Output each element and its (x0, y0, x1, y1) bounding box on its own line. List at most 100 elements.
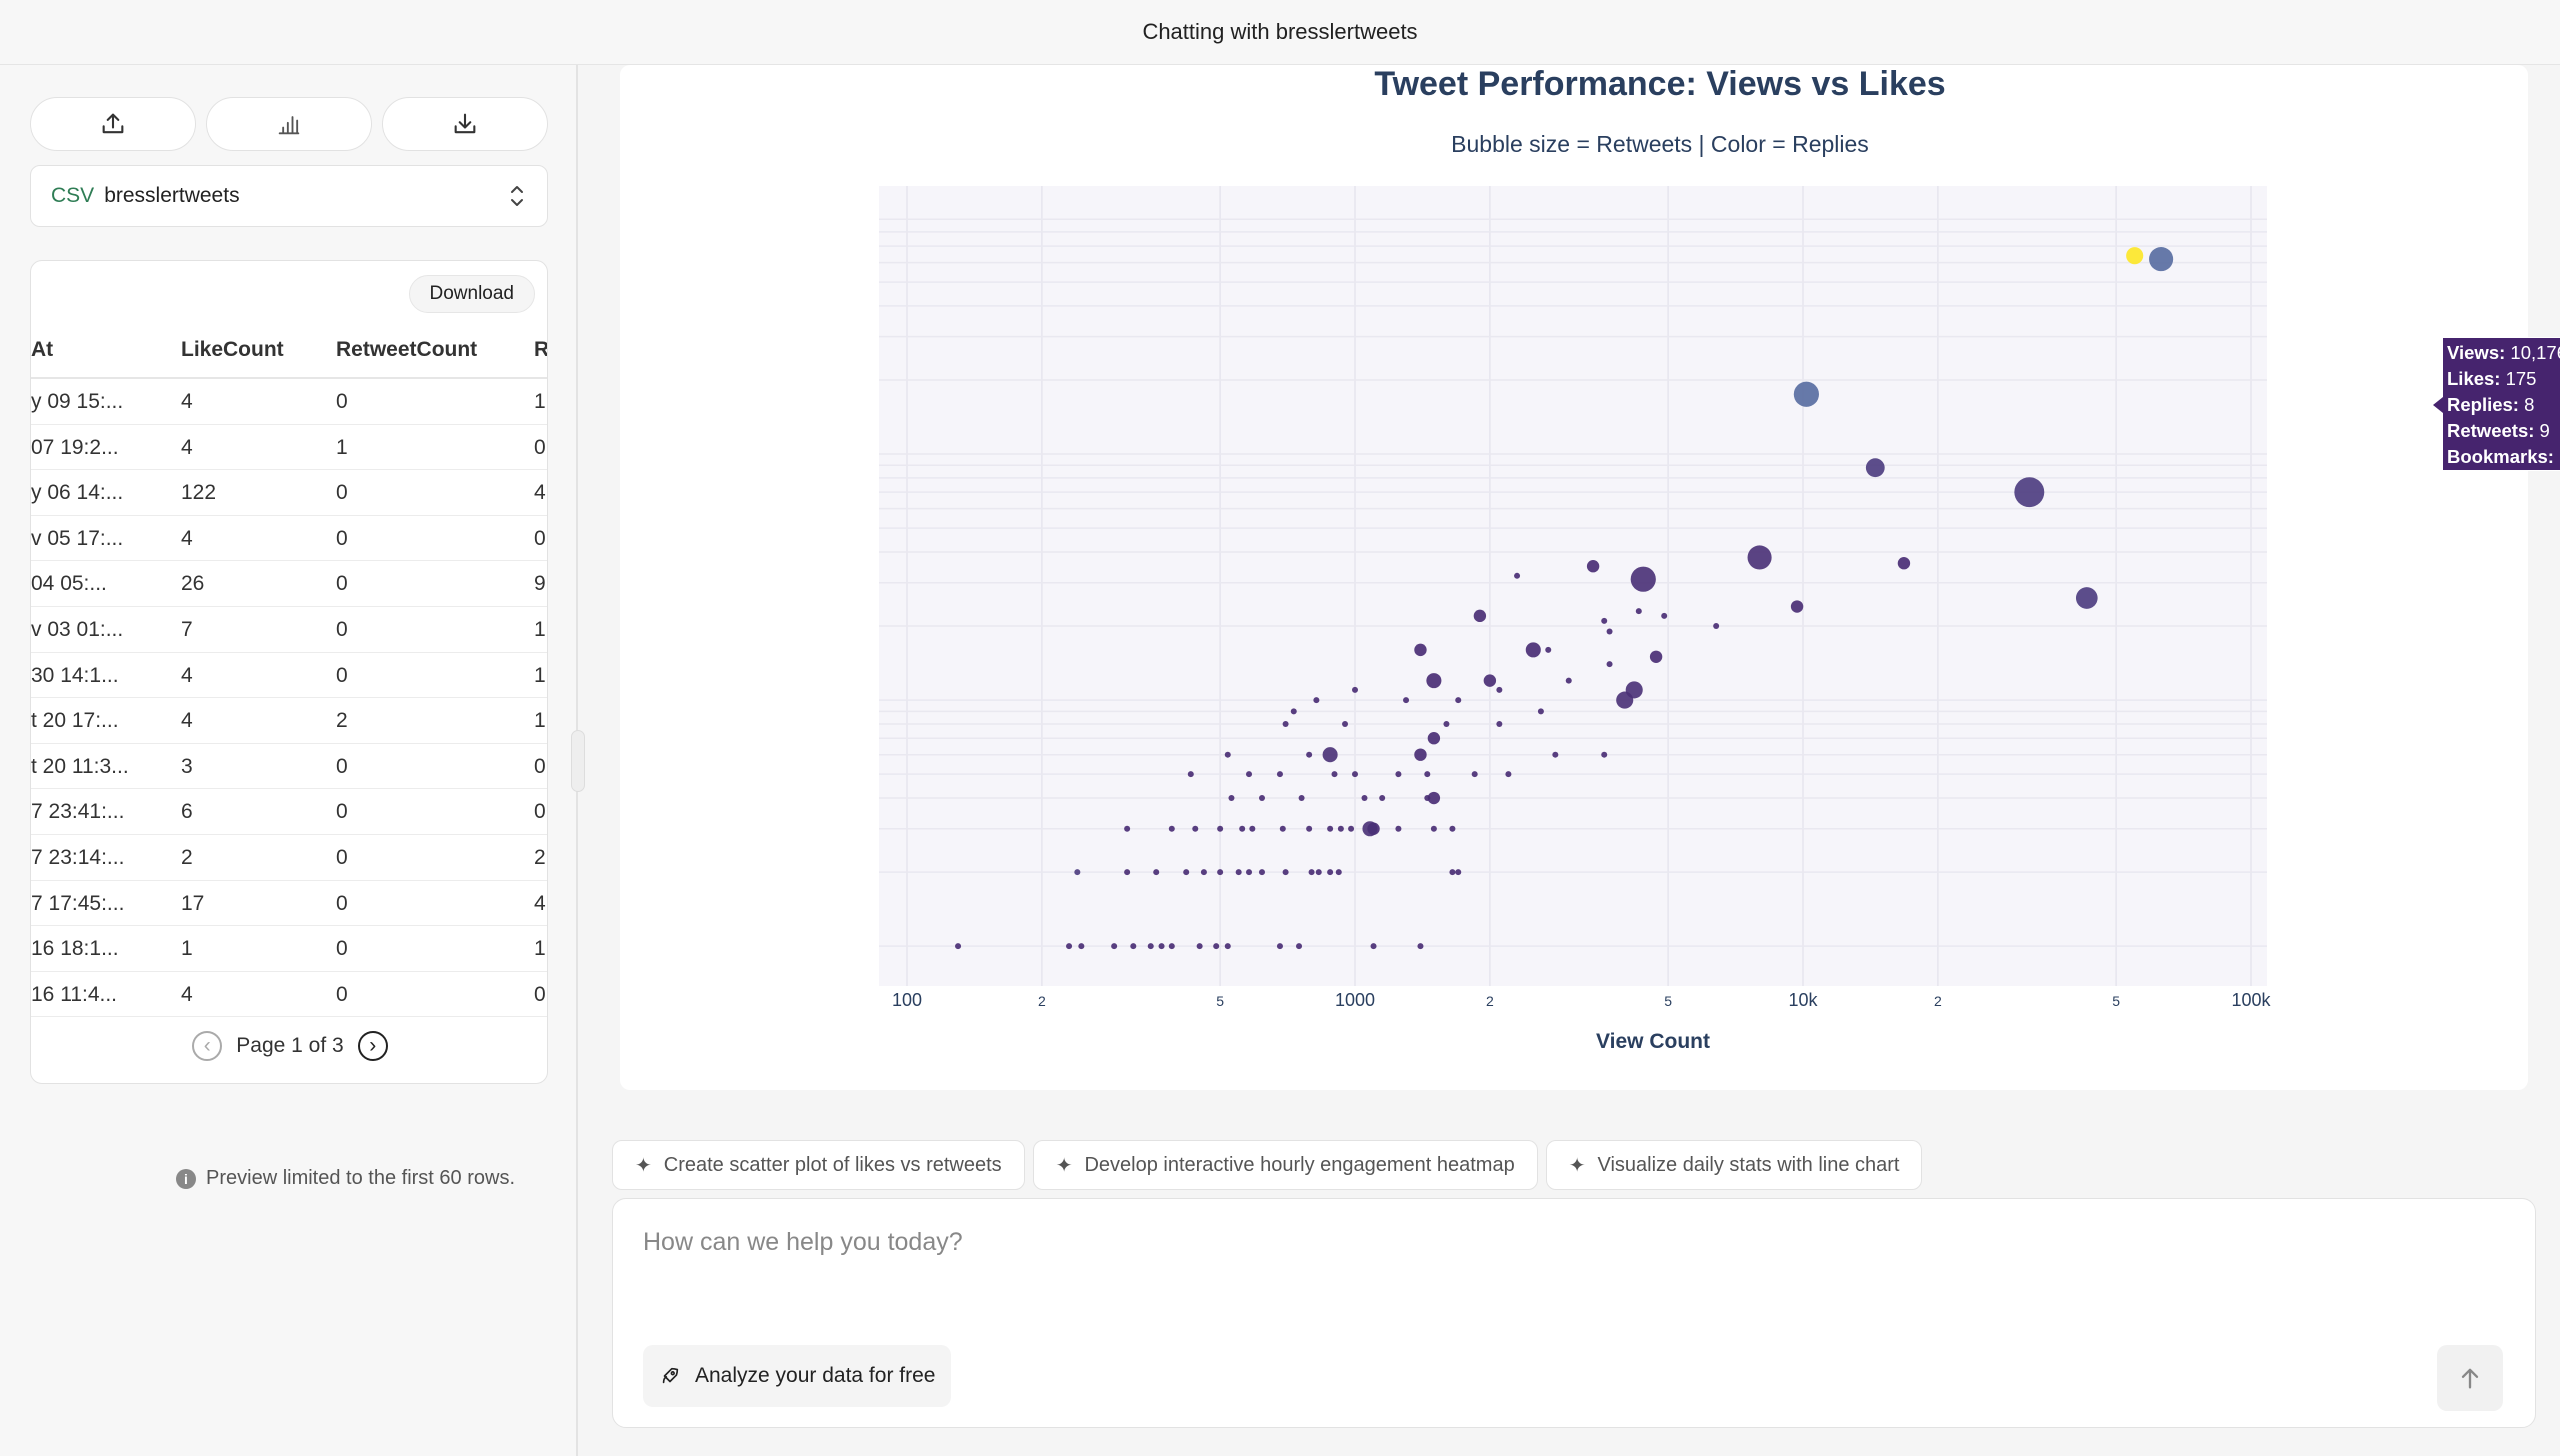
data-point[interactable] (2149, 247, 2174, 272)
data-point[interactable] (1111, 943, 1118, 950)
data-point[interactable] (1074, 869, 1081, 876)
data-point[interactable] (1322, 747, 1338, 763)
data-point[interactable] (2075, 587, 2098, 609)
data-point[interactable] (1427, 791, 1441, 805)
data-point[interactable] (1147, 943, 1154, 950)
data-point[interactable] (1630, 566, 1656, 592)
data-point[interactable] (1471, 771, 1478, 778)
data-point[interactable] (1361, 795, 1368, 802)
data-point[interactable] (1606, 628, 1613, 635)
table-row[interactable]: 04 05:... 26 0 9 (31, 561, 547, 607)
table-row[interactable]: 7 23:14:... 2 0 2 (31, 835, 547, 881)
data-point[interactable] (1443, 720, 1450, 727)
table-row[interactable]: 16 11:4... 4 0 0 (31, 972, 547, 1018)
data-point[interactable] (1217, 869, 1224, 876)
data-point[interactable] (1192, 825, 1199, 832)
data-point[interactable] (1790, 600, 1804, 613)
data-point[interactable] (1239, 825, 1246, 832)
data-point[interactable] (1224, 943, 1231, 950)
table-row[interactable]: v 05 17:... 4 0 0 (31, 516, 547, 562)
data-point[interactable] (1496, 686, 1503, 693)
data-point[interactable] (1168, 943, 1175, 950)
data-point[interactable] (1455, 869, 1462, 876)
data-point[interactable] (1282, 720, 1289, 727)
data-point[interactable] (1327, 869, 1334, 876)
data-point[interactable] (1124, 869, 1131, 876)
column-header[interactable]: LikeCount (181, 338, 284, 361)
data-point[interactable] (1276, 771, 1283, 778)
data-point[interactable] (1352, 686, 1358, 693)
data-point[interactable] (1183, 869, 1190, 876)
data-point[interactable] (1793, 381, 1819, 407)
data-point[interactable] (1246, 869, 1253, 876)
data-point[interactable] (1279, 825, 1286, 832)
data-point[interactable] (1483, 674, 1497, 687)
table-row[interactable]: y 06 14:... 122 0 4 (31, 470, 547, 516)
data-point[interactable] (1449, 869, 1456, 876)
table-row[interactable]: 7 17:45:... 17 0 4 (31, 881, 547, 927)
suggestion-chip[interactable]: ✦ Develop interactive hourly engagement … (1032, 1140, 1538, 1190)
table-row[interactable]: v 03 01:... 7 0 1 (31, 607, 547, 653)
data-point[interactable] (1168, 825, 1175, 832)
data-point[interactable] (1586, 560, 1600, 573)
column-header[interactable]: At (31, 338, 54, 361)
data-point[interactable] (1228, 795, 1235, 802)
data-point[interactable] (1395, 825, 1402, 832)
data-point[interactable] (1296, 943, 1303, 950)
table-row[interactable]: 16 18:1... 1 0 1 (31, 926, 547, 972)
resize-handle[interactable] (571, 730, 585, 792)
data-point[interactable] (1395, 771, 1402, 778)
data-point[interactable] (1449, 825, 1456, 832)
suggestion-chip[interactable]: ✦ Create scatter plot of likes vs retwee… (612, 1140, 1025, 1190)
data-point[interactable] (1313, 697, 1320, 704)
data-point[interactable] (1897, 557, 1911, 570)
data-point[interactable] (1342, 720, 1349, 727)
data-point[interactable] (1473, 609, 1487, 623)
data-point[interactable] (1196, 943, 1203, 950)
data-point[interactable] (1153, 869, 1160, 876)
data-point[interactable] (1601, 751, 1608, 758)
data-point[interactable] (1403, 697, 1410, 704)
data-point[interactable] (1348, 825, 1355, 832)
data-point[interactable] (1249, 825, 1256, 832)
data-point[interactable] (1713, 623, 1720, 630)
data-point[interactable] (1661, 612, 1668, 619)
data-point[interactable] (1379, 795, 1386, 802)
table-row[interactable]: t 20 11:3... 3 0 0 (31, 744, 547, 790)
data-point[interactable] (1327, 825, 1334, 832)
data-point[interactable] (1315, 869, 1322, 876)
data-point[interactable] (1455, 697, 1462, 704)
table-row[interactable]: 7 23:41:... 6 0 0 (31, 789, 547, 835)
data-point[interactable] (1427, 732, 1441, 745)
data-point[interactable] (1496, 720, 1503, 727)
data-point[interactable] (1258, 795, 1265, 802)
data-point[interactable] (1187, 771, 1194, 778)
data-point[interactable] (1335, 869, 1342, 876)
send-button[interactable] (2437, 1345, 2503, 1411)
data-point[interactable] (1505, 771, 1512, 778)
data-point[interactable] (1217, 825, 1224, 832)
data-point[interactable] (1130, 943, 1137, 950)
data-point[interactable] (955, 943, 962, 950)
scatter-chart[interactable]: Tweet Performance: Views vs Likes Bubble… (620, 65, 2528, 1090)
message-input[interactable] (643, 1217, 2243, 1267)
data-point[interactable] (1424, 795, 1431, 802)
next-page-button[interactable]: › (357, 1031, 388, 1061)
dataset-select[interactable]: CSV bresslertweets (30, 165, 548, 227)
data-point[interactable] (1290, 708, 1297, 715)
data-point[interactable] (1426, 673, 1442, 689)
column-header[interactable]: RetweetCount (336, 338, 478, 361)
data-point[interactable] (1337, 825, 1344, 832)
data-point[interactable] (1282, 869, 1289, 876)
data-point[interactable] (1298, 795, 1305, 802)
data-point[interactable] (1124, 825, 1131, 832)
download-data-button[interactable] (382, 97, 548, 151)
data-point[interactable] (1066, 943, 1073, 950)
data-point[interactable] (1276, 943, 1283, 950)
data-point[interactable] (1258, 869, 1265, 876)
upload-button[interactable] (30, 97, 196, 151)
data-point[interactable] (1565, 677, 1572, 684)
data-point[interactable] (1306, 751, 1313, 758)
data-point[interactable] (1649, 650, 1663, 663)
data-point[interactable] (1514, 572, 1521, 579)
